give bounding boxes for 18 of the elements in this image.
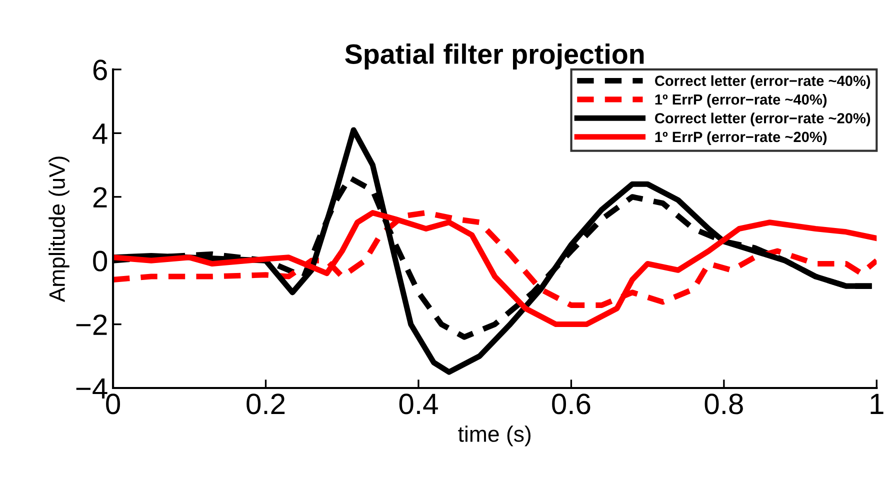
x-tick-label: 0.2: [246, 394, 285, 414]
y-axis-title: Amplitude (uV): [48, 156, 70, 302]
x-tick-label: 0.4: [399, 394, 438, 414]
legend-label: 1º ErrP (error−rate ~20%): [655, 131, 827, 145]
y-tick-label: −2: [76, 314, 107, 335]
y-tick-label: 6: [93, 60, 107, 80]
y-tick-label: 4: [92, 124, 108, 144]
legend-label: Correct letter (error−rate ~40%): [655, 75, 870, 89]
chart-title: Spatial filter projection: [345, 44, 644, 70]
y-tick-label: 0: [93, 250, 108, 272]
y-tick-label: −4: [76, 378, 108, 399]
x-tick-label: 0.6: [552, 394, 590, 414]
x-axis-title: time (s): [458, 426, 530, 446]
x-tick-label: 1: [870, 394, 884, 414]
x-tick-label: 0.8: [704, 394, 743, 414]
legend-label: 1º ErrP (error−rate ~40%): [655, 94, 827, 108]
y-tick-label: 2: [93, 187, 107, 208]
legend-label: Correct letter (error−rate ~20%): [655, 112, 870, 126]
